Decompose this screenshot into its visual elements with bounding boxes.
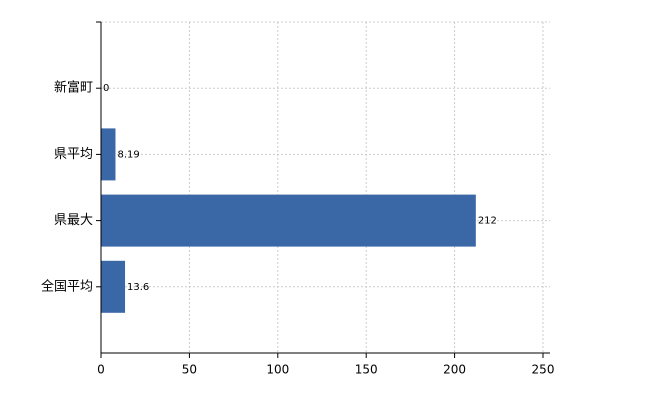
value-label: 212 <box>478 216 497 227</box>
value-label: 8.19 <box>117 149 139 160</box>
bar <box>101 128 116 181</box>
x-tick-label: 150 <box>355 363 378 377</box>
bar <box>101 194 476 247</box>
x-tick-label: 250 <box>532 363 555 377</box>
value-label: 13.6 <box>127 282 149 293</box>
y-tick-label: 県最大 <box>54 213 93 228</box>
x-tick-label: 50 <box>182 363 197 377</box>
y-tick-label: 全国平均 <box>41 278 93 294</box>
x-tick-label: 0 <box>97 363 105 377</box>
y-tick-label: 県平均 <box>54 147 93 162</box>
y-tick-label: 新富町 <box>54 80 93 96</box>
x-tick-label: 200 <box>443 363 466 377</box>
value-label: 0 <box>103 83 109 94</box>
bar <box>101 260 126 313</box>
x-tick-label: 100 <box>266 363 289 377</box>
